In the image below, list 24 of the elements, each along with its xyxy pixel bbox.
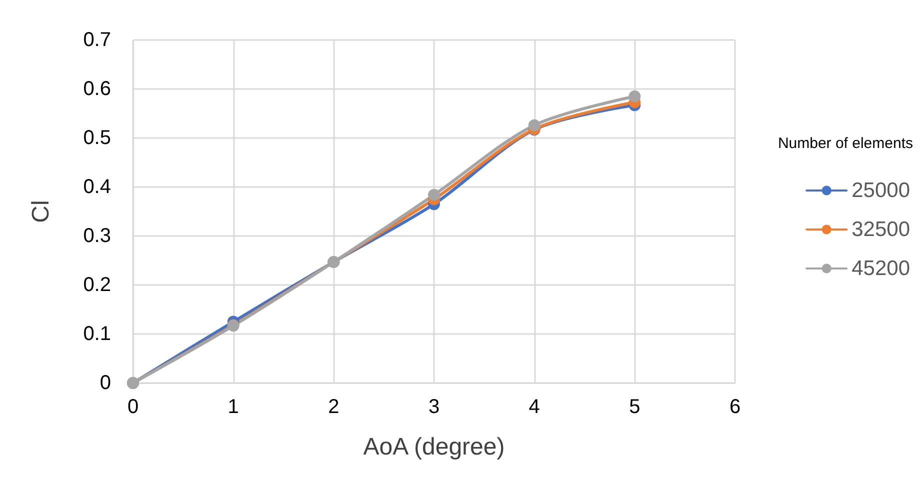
y-tick-label: 0.1	[83, 323, 111, 345]
x-tick-label: 1	[228, 396, 239, 418]
x-axis-title: AoA (degree)	[363, 434, 505, 460]
y-tick-label: 0	[100, 372, 111, 394]
y-tick-label: 0.5	[83, 127, 111, 149]
y-tick-label: 0.4	[83, 176, 111, 198]
legend-label: 25000	[852, 179, 910, 202]
legend-label: 32500	[852, 218, 910, 241]
legend-label: 45200	[852, 257, 910, 280]
x-tick-label: 3	[428, 396, 440, 418]
point	[428, 188, 440, 201]
x-tick-label: 2	[328, 396, 340, 418]
legend-title: Number of elements	[778, 135, 914, 152]
y-tick-label: 0.2	[83, 274, 111, 296]
y-tick-label: 0.3	[83, 225, 111, 247]
y-axis-title: Cl	[28, 200, 54, 223]
y-tick-label: 0.6	[83, 78, 111, 100]
y-tick-label: 0.7	[83, 29, 111, 51]
x-tick-label: 0	[127, 396, 139, 418]
point	[628, 90, 641, 102]
x-tick-label: 5	[629, 396, 640, 418]
x-tick-label: 6	[729, 396, 741, 418]
x-tick-label: 4	[528, 396, 540, 418]
point	[528, 119, 540, 132]
